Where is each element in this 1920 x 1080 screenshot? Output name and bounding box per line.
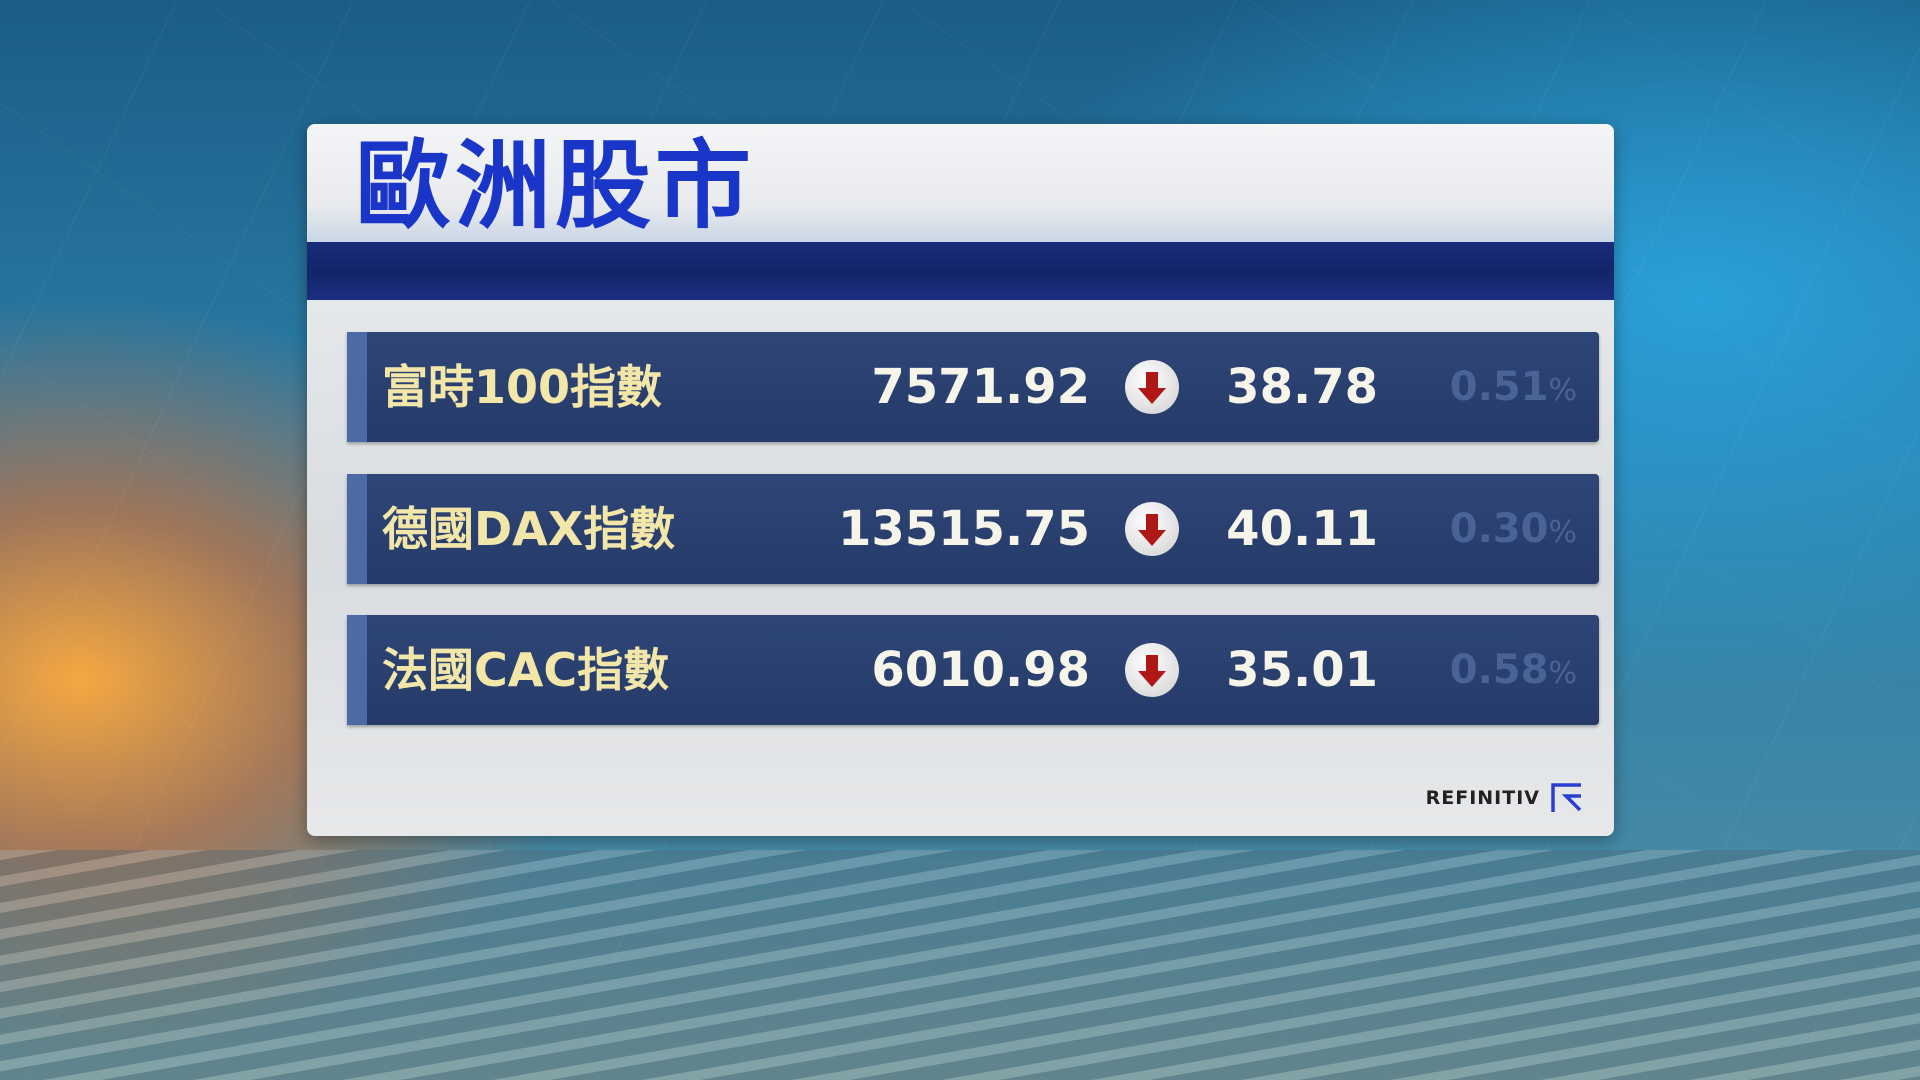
background-floor <box>0 850 1920 1080</box>
index-name: 法國CAC指數 <box>382 643 670 697</box>
index-percent: 0.30% <box>1450 474 1577 588</box>
refinitiv-logo: REFINITIV <box>1426 782 1584 814</box>
market-panel: 歐洲股市 富時100指數 7571.92 38.78 0.51% 德國DAX指數… <box>307 124 1614 836</box>
index-change: 35.01 <box>1226 642 1378 698</box>
down-arrow-icon <box>1125 643 1179 697</box>
down-arrow-icon <box>1125 360 1179 414</box>
index-value: 6010.98 <box>871 642 1090 698</box>
row-accent <box>347 474 367 584</box>
title-divider-bar <box>307 242 1614 300</box>
percent-unit: % <box>1548 373 1577 408</box>
index-row-dax: 德國DAX指數 13515.75 40.11 0.30% <box>347 474 1599 584</box>
index-name: 富時100指數 <box>382 360 663 414</box>
percent-value: 0.30 <box>1449 506 1549 552</box>
logo-text: REFINITIV <box>1425 787 1540 809</box>
row-accent <box>347 332 367 442</box>
index-change: 38.78 <box>1226 359 1378 415</box>
index-row-cac: 法國CAC指數 6010.98 35.01 0.58% <box>347 615 1599 725</box>
percent-value: 0.58 <box>1449 647 1549 693</box>
down-arrow-icon <box>1125 502 1179 556</box>
index-percent: 0.51% <box>1450 332 1577 446</box>
percent-unit: % <box>1548 656 1577 691</box>
row-accent <box>347 615 367 725</box>
index-value: 13515.75 <box>837 501 1090 557</box>
index-value: 7571.92 <box>871 359 1090 415</box>
refinitiv-mark-icon <box>1551 783 1582 812</box>
index-row-ftse: 富時100指數 7571.92 38.78 0.51% <box>347 332 1599 442</box>
index-name: 德國DAX指數 <box>382 502 676 556</box>
percent-unit: % <box>1548 515 1577 550</box>
panel-title: 歐洲股市 <box>355 130 755 242</box>
index-percent: 0.58% <box>1450 615 1577 729</box>
title-band: 歐洲股市 <box>307 124 1614 242</box>
percent-value: 0.51 <box>1449 364 1549 410</box>
index-change: 40.11 <box>1226 501 1378 557</box>
